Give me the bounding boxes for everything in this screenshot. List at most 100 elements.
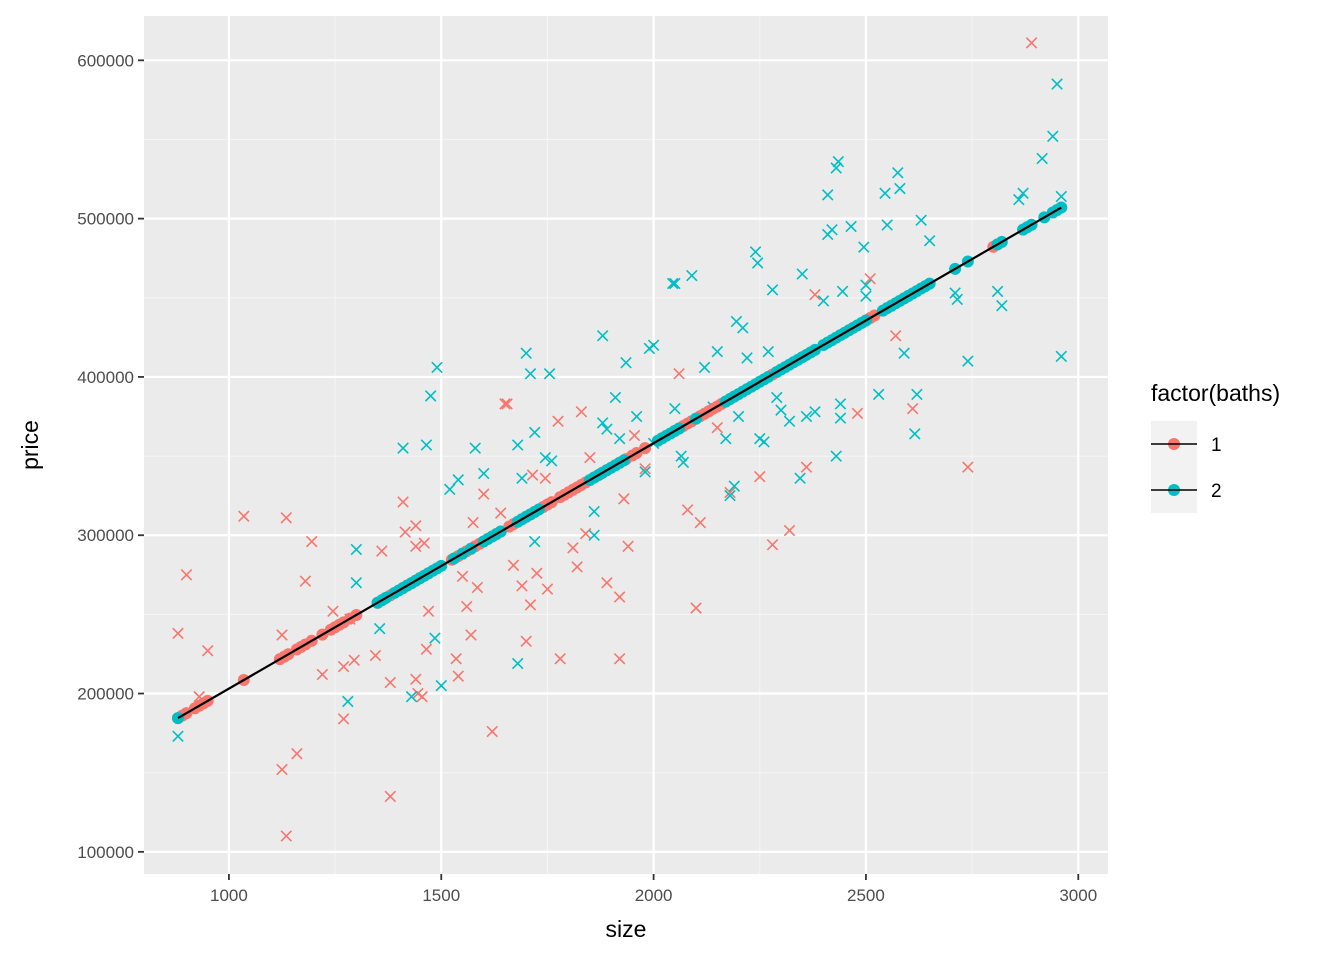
observed-point [291,747,303,760]
observed-point [541,583,554,595]
observed-point [526,469,539,481]
observed-point [669,402,681,415]
observed-point [373,622,386,635]
observed-point [172,730,184,743]
observed-point [681,504,694,516]
observed-point [588,505,600,518]
observed-point [316,668,329,681]
observed-point [758,436,770,448]
observed-point [450,652,462,665]
observed-point [949,287,961,299]
observed-point [794,472,806,485]
observed-point [567,542,579,554]
observed-point [410,519,422,532]
observed-point [762,345,775,358]
observed-point [872,388,885,401]
observed-point [834,412,847,424]
observed-point [858,241,870,253]
observed-point [892,166,904,179]
observed-point [543,367,556,380]
observed-point [305,535,318,548]
observed-point [889,330,902,342]
legend-label: 1 [1211,435,1222,456]
observed-point [456,570,469,583]
observed-point [422,605,435,617]
observed-point [511,439,524,451]
observed-point [809,405,821,418]
legend-key-1 [1151,421,1197,467]
observed-point [337,660,350,673]
observed-point [915,214,927,226]
observed-point [180,569,193,581]
observed-point [405,690,418,703]
y-tick-label: 300000 [77,526,134,545]
observed-point [276,629,288,641]
observed-point [766,538,779,551]
observed-point [821,189,834,201]
observed-point [348,654,360,667]
observed-point [673,367,685,380]
observed-point [588,529,600,541]
observed-point [571,561,583,573]
observed-point [327,605,339,617]
observed-point [575,405,588,418]
observed-point [686,269,698,282]
observed-point [172,627,184,640]
observed-point [435,679,448,692]
observed-point [666,277,679,290]
observed-point [1051,78,1063,90]
observed-point [728,480,741,492]
observed-point [711,421,724,434]
observed-point [1055,190,1068,203]
observed-point [350,543,363,556]
observed-point [516,580,528,592]
observed-point [864,273,876,285]
observed-point [337,713,350,725]
observed-point [613,591,626,603]
observed-point [520,347,532,359]
observed-point [690,602,702,614]
observed-point [516,472,528,485]
observed-point [528,426,541,439]
observed-point [524,599,537,611]
observed-point [452,474,465,486]
observed-point [770,391,783,404]
observed-point [741,352,753,364]
observed-point [280,830,293,842]
observed-point [639,462,651,475]
observed-point [539,451,552,464]
observed-point [460,600,473,613]
observed-point [751,257,764,269]
observed-point [584,451,596,464]
observed-point [399,526,411,538]
observed-point [369,649,382,662]
plot-panel [144,16,1108,874]
observed-point [601,576,613,589]
observed-point [613,652,626,665]
observed-point [1055,350,1068,363]
legend-key-2 [1151,467,1197,513]
observed-point [467,516,479,529]
observed-point [299,575,312,587]
observed-point [469,442,482,454]
observed-point [609,391,622,404]
observed-point [397,496,409,508]
observed-point [817,295,830,307]
observed-point [720,432,732,445]
observed-point [628,429,641,442]
observed-point [201,645,214,657]
observed-point [677,456,690,469]
observed-point [507,559,520,572]
observed-point [962,355,974,367]
observed-point [539,472,552,485]
observed-point [443,483,456,496]
observed-point [860,279,872,291]
observed-point [618,493,630,505]
observed-point [511,657,524,670]
observed-point [452,670,465,682]
observed-point [431,361,443,374]
observed-point [962,461,974,473]
observed-point [732,410,745,423]
observed-point [477,488,490,500]
observed-point [528,535,541,548]
